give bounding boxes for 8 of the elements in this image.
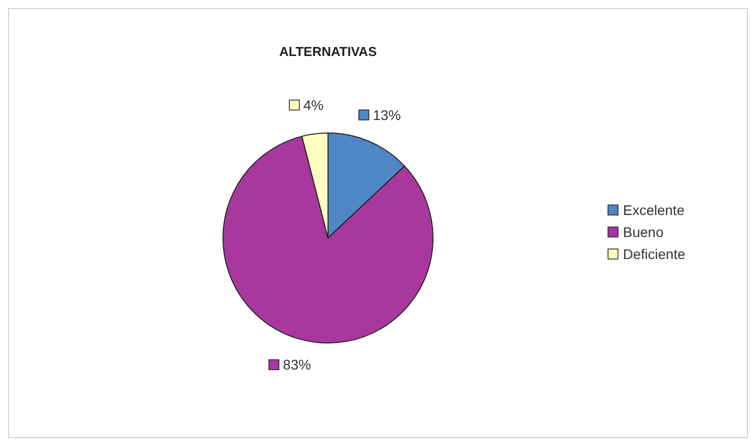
legend-label: Bueno: [623, 224, 664, 240]
legend-label: Excelente: [623, 202, 685, 218]
chart-title: ALTERNATIVAS: [279, 44, 378, 59]
data-label: 83%: [282, 356, 311, 373]
data-label: 13%: [372, 106, 401, 123]
pie-slice: [222, 136, 434, 344]
data-label: 4%: [303, 97, 324, 114]
legend-label: Deficiente: [623, 246, 686, 262]
